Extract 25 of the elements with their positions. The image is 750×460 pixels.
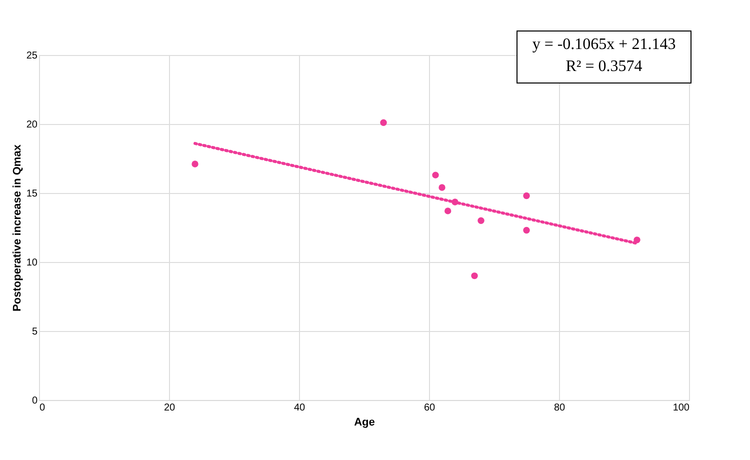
point [380, 119, 387, 126]
point [444, 208, 452, 214]
y-tick-label: 15 [26, 188, 38, 200]
point [523, 226, 530, 234]
x-tick-label: 80 [554, 402, 566, 414]
point [432, 172, 439, 178]
y-tick-label: 5 [32, 326, 38, 338]
y-tick-label: 0 [32, 396, 38, 406]
x-tick-label: 40 [294, 402, 306, 414]
point [478, 217, 484, 224]
point [192, 160, 198, 168]
point [438, 184, 446, 191]
x-tick-label: 100 [672, 402, 690, 414]
point [523, 192, 530, 200]
y-axis-title: Postoperative increase in Qmax [11, 144, 24, 312]
annotation: R² = 0.3574 [566, 58, 642, 75]
text: y = -0.1065x + 21.143 [532, 36, 676, 53]
y-tick-label: 20 [26, 120, 38, 130]
x-tick-label: 0 [40, 402, 46, 414]
x-tick-label: 60 [424, 402, 436, 414]
y-tick-label: 25 [26, 50, 38, 62]
y-tick-label: 10 [26, 258, 38, 268]
point [471, 272, 478, 280]
x-axis-title: Age [354, 416, 375, 428]
x-tick-label: 20 [164, 402, 176, 414]
